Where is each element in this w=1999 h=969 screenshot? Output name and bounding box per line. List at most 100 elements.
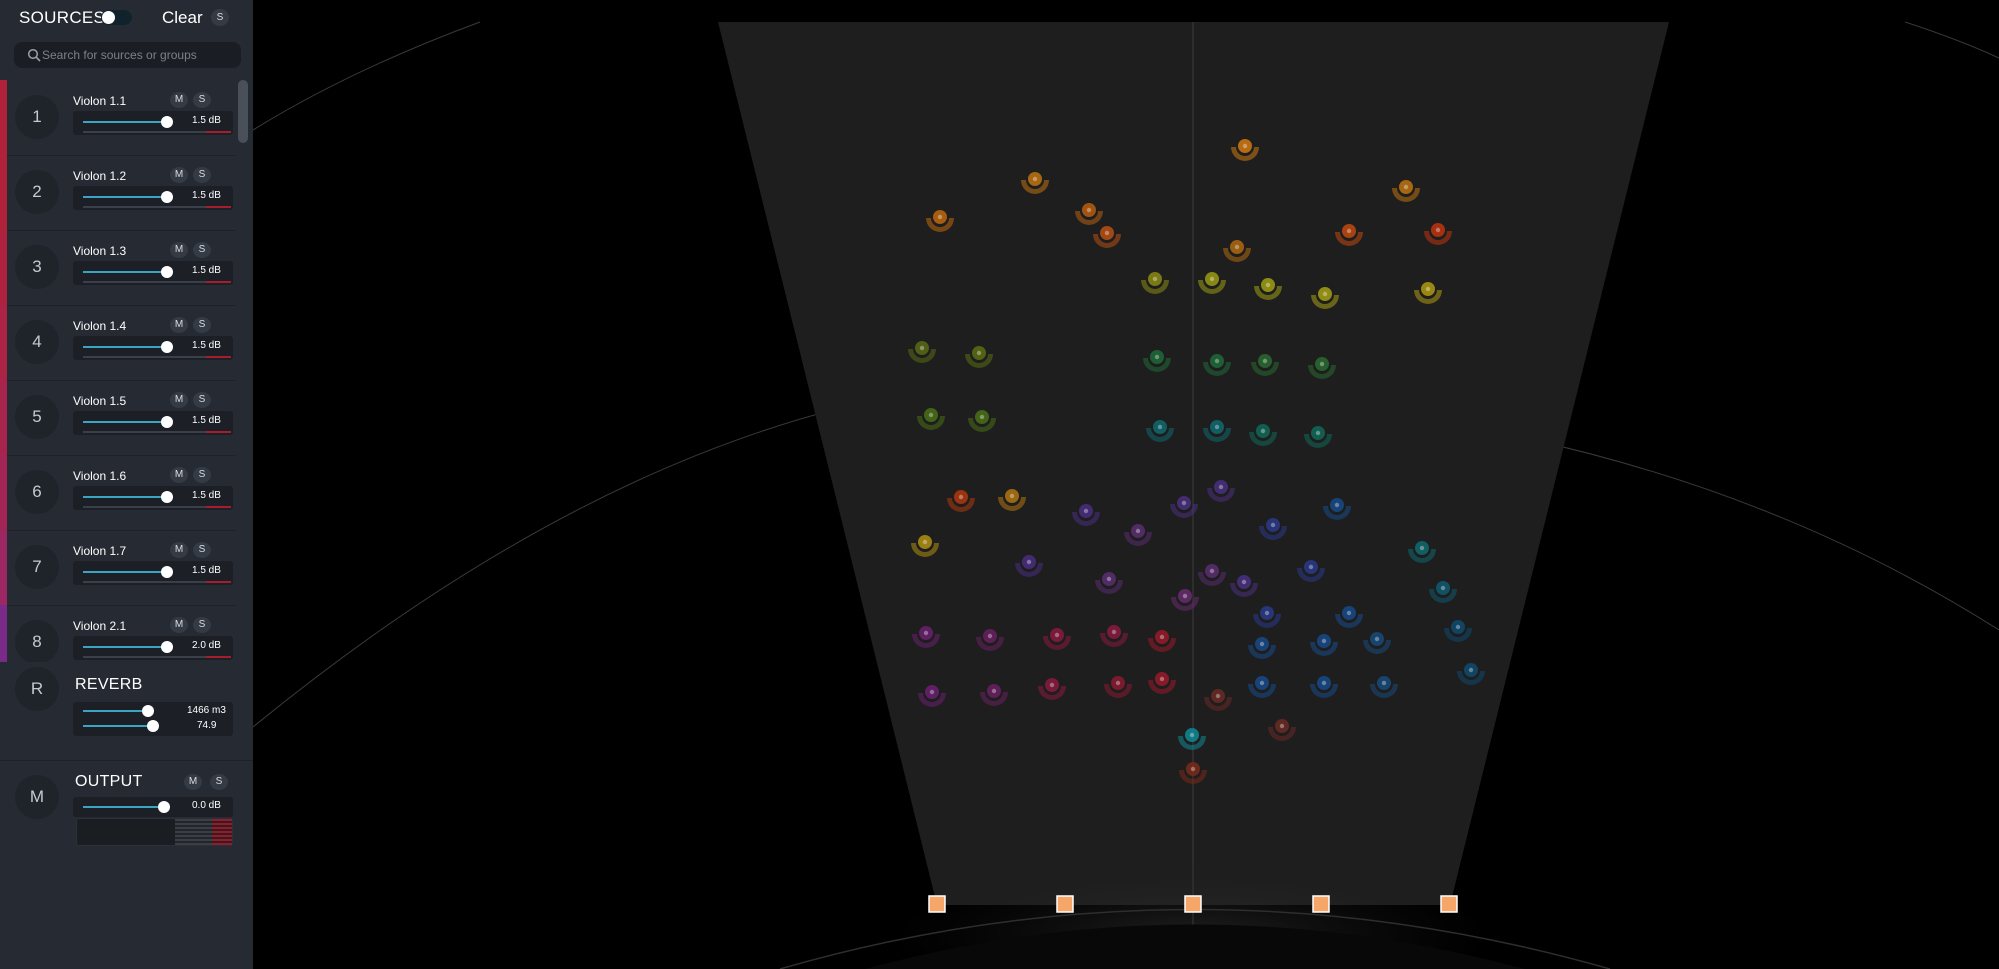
gain-slider[interactable] (83, 491, 173, 503)
source-marker-icon[interactable] (1072, 504, 1100, 526)
source-marker-icon[interactable] (1124, 524, 1152, 546)
source-marker-icon[interactable] (1335, 606, 1363, 628)
source-marker-icon[interactable] (1075, 203, 1103, 225)
source-marker-icon[interactable] (1223, 240, 1251, 262)
slider-knob[interactable] (161, 641, 173, 653)
speaker-icon[interactable] (1440, 895, 1458, 913)
slider-knob[interactable] (147, 720, 159, 732)
source-marker-icon[interactable] (1230, 575, 1258, 597)
mute-button[interactable]: M (170, 242, 188, 258)
source-marker-icon[interactable] (1095, 572, 1123, 594)
source-marker-icon[interactable] (1259, 518, 1287, 540)
source-marker-icon[interactable] (912, 626, 940, 648)
mute-button[interactable]: M (170, 617, 188, 633)
mute-button[interactable]: M (170, 167, 188, 183)
source-row[interactable]: 4 Violon 1.4 M S 1.5 dB (0, 305, 236, 381)
source-list-scrollbar[interactable] (238, 80, 248, 143)
source-marker-icon[interactable] (1253, 606, 1281, 628)
slider-knob[interactable] (161, 116, 173, 128)
output-gain-slider[interactable] (83, 801, 170, 813)
source-marker-icon[interactable] (1297, 560, 1325, 582)
source-marker-icon[interactable] (1249, 424, 1277, 446)
source-marker-icon[interactable] (1370, 676, 1398, 698)
source-row[interactable]: 7 Violon 1.7 M S 1.5 dB (0, 530, 236, 606)
source-marker-icon[interactable] (980, 684, 1008, 706)
source-marker-icon[interactable] (1100, 625, 1128, 647)
source-marker-icon[interactable] (998, 489, 1026, 511)
sources-toggle[interactable] (101, 10, 132, 25)
solo-button[interactable]: S (193, 467, 211, 483)
source-marker-icon[interactable] (1310, 676, 1338, 698)
source-marker-icon[interactable] (976, 629, 1004, 651)
source-marker-icon[interactable] (947, 490, 975, 512)
gain-slider[interactable] (83, 266, 173, 278)
source-marker-icon[interactable] (1429, 581, 1457, 603)
slider-knob[interactable] (158, 801, 170, 813)
source-marker-icon[interactable] (1248, 637, 1276, 659)
source-marker-icon[interactable] (917, 408, 945, 430)
source-marker-icon[interactable] (1104, 676, 1132, 698)
source-marker-icon[interactable] (1414, 282, 1442, 304)
source-marker-icon[interactable] (1198, 272, 1226, 294)
source-marker-icon[interactable] (1231, 139, 1259, 161)
mute-button[interactable]: M (170, 317, 188, 333)
source-marker-icon[interactable] (1148, 630, 1176, 652)
clear-button[interactable]: Clear (162, 8, 203, 27)
gain-slider[interactable] (83, 191, 173, 203)
slider-knob[interactable] (161, 416, 173, 428)
source-marker-icon[interactable] (1363, 632, 1391, 654)
source-marker-icon[interactable] (968, 410, 996, 432)
source-marker-icon[interactable] (1323, 498, 1351, 520)
source-marker-icon[interactable] (1308, 357, 1336, 379)
mute-button[interactable]: M (170, 542, 188, 558)
solo-button[interactable]: S (193, 167, 211, 183)
source-marker-icon[interactable] (1198, 564, 1226, 586)
source-marker-icon[interactable] (1310, 634, 1338, 656)
solo-button[interactable]: S (193, 317, 211, 333)
source-marker-icon[interactable] (926, 210, 954, 232)
gain-slider[interactable] (83, 341, 173, 353)
source-marker-icon[interactable] (1304, 426, 1332, 448)
source-marker-icon[interactable] (1204, 689, 1232, 711)
source-marker-icon[interactable] (1444, 620, 1472, 642)
slider-knob[interactable] (161, 191, 173, 203)
source-marker-icon[interactable] (908, 341, 936, 363)
source-marker-icon[interactable] (918, 685, 946, 707)
slider-knob[interactable] (161, 566, 173, 578)
source-marker-icon[interactable] (965, 346, 993, 368)
output-solo-button[interactable]: S (210, 774, 228, 790)
source-marker-icon[interactable] (1148, 672, 1176, 694)
source-marker-icon[interactable] (1207, 480, 1235, 502)
source-markers[interactable] (908, 139, 1485, 784)
source-marker-icon[interactable] (1171, 589, 1199, 611)
slider-knob[interactable] (161, 491, 173, 503)
mute-button[interactable]: M (170, 92, 188, 108)
slider-knob[interactable] (161, 341, 173, 353)
source-marker-icon[interactable] (1043, 628, 1071, 650)
spatial-scene[interactable] (253, 0, 1999, 969)
source-marker-icon[interactable] (1457, 663, 1485, 685)
gain-slider[interactable] (83, 116, 173, 128)
source-marker-icon[interactable] (1015, 555, 1043, 577)
speaker-icon[interactable] (1056, 895, 1074, 913)
source-row[interactable]: 1 Violon 1.1 M S 1.5 dB (0, 80, 236, 156)
source-marker-icon[interactable] (1203, 354, 1231, 376)
speaker-icon[interactable] (1312, 895, 1330, 913)
global-solo-button[interactable]: S (211, 9, 229, 26)
search-input[interactable] (42, 46, 232, 64)
solo-button[interactable]: S (193, 617, 211, 633)
slider-knob[interactable] (161, 266, 173, 278)
source-marker-icon[interactable] (1311, 287, 1339, 309)
source-marker-icon[interactable] (1268, 719, 1296, 741)
source-marker-icon[interactable] (1038, 678, 1066, 700)
source-row[interactable]: 2 Violon 1.2 M S 1.5 dB (0, 155, 236, 231)
source-marker-icon[interactable] (1424, 223, 1452, 245)
solo-button[interactable]: S (193, 392, 211, 408)
gain-slider[interactable] (83, 566, 173, 578)
source-marker-icon[interactable] (1093, 226, 1121, 248)
solo-button[interactable]: S (193, 242, 211, 258)
speaker-icon[interactable] (1184, 895, 1202, 913)
gain-slider[interactable] (83, 416, 173, 428)
source-row[interactable]: 5 Violon 1.5 M S 1.5 dB (0, 380, 236, 456)
output-mute-button[interactable]: M (184, 774, 202, 790)
